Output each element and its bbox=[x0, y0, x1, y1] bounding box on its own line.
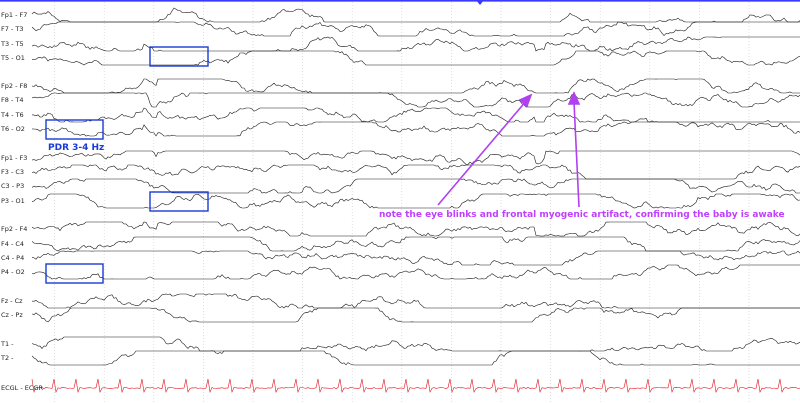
arrow-eye-blink bbox=[437, 99, 528, 206]
channel-label: T5 - O1 bbox=[0, 54, 25, 62]
pdr-box-p4-o2 bbox=[45, 263, 104, 284]
channel-label: T3 - T5 bbox=[0, 40, 24, 48]
channel-label: F4 - C4 bbox=[1, 240, 24, 248]
channel-label: T1 - bbox=[0, 340, 14, 348]
channel-label: T6 - O2 bbox=[0, 125, 25, 133]
channel-label: C3 - P3 bbox=[1, 182, 24, 190]
channel-label: Fp2 - F8 bbox=[1, 82, 27, 90]
arrowhead-myogenic bbox=[567, 91, 581, 105]
pdr-box-t6-o2 bbox=[45, 119, 104, 140]
channel-label: F3 - C3 bbox=[1, 168, 24, 176]
pdr-box-t5-o1 bbox=[149, 46, 209, 67]
arrow-myogenic bbox=[573, 101, 580, 208]
time-grid bbox=[54, 2, 750, 403]
artifact-arrows bbox=[437, 91, 581, 208]
channel-label: ECGL - ECGR bbox=[1, 384, 43, 392]
time-cursor-marker bbox=[476, 0, 484, 5]
artifact-annotation: note the eye blinks and frontal myogenic… bbox=[379, 210, 785, 220]
eeg-trace bbox=[31, 121, 800, 137]
channel-label: Fz - Cz bbox=[1, 297, 23, 305]
eeg-trace bbox=[31, 250, 800, 266]
eeg-trace bbox=[31, 264, 800, 280]
channel-label: T4 - T6 bbox=[0, 111, 24, 119]
channel-label: C4 - P4 bbox=[1, 254, 24, 262]
channel-label: Fp2 - F4 bbox=[1, 225, 27, 233]
channel-label: Cz - Pz bbox=[1, 311, 23, 319]
eeg-trace bbox=[31, 193, 800, 209]
channel-label: P4 - O2 bbox=[1, 268, 25, 276]
eeg-trace bbox=[31, 293, 800, 309]
channel-traces bbox=[31, 7, 800, 394]
pdr-box-p3-o1 bbox=[149, 191, 209, 212]
eeg-trace bbox=[31, 150, 800, 165]
pdr-annotation: PDR 3-4 Hz bbox=[48, 143, 104, 153]
eeg-trace bbox=[31, 21, 800, 37]
channel-label: F7 - T3 bbox=[1, 25, 23, 33]
eeg-trace bbox=[31, 78, 800, 94]
ecg-trace bbox=[31, 378, 800, 394]
channel-label: T2 - bbox=[0, 354, 14, 362]
eeg-trace bbox=[31, 50, 800, 66]
eeg-trace bbox=[31, 7, 800, 23]
eeg-trace bbox=[31, 92, 800, 108]
eeg-trace bbox=[31, 221, 800, 237]
arrowhead-eye-blink bbox=[518, 93, 533, 108]
channel-label: F8 - T4 bbox=[1, 96, 23, 104]
eeg-trace bbox=[31, 36, 800, 52]
eeg-trace bbox=[31, 350, 800, 366]
eeg-trace bbox=[31, 178, 800, 194]
channel-label: P3 - O1 bbox=[1, 197, 25, 205]
eeg-trace bbox=[31, 307, 800, 323]
channel-labels: Fp1 - F7 F7 - T3 T3 - T5 T5 - O1 Fp2 - F… bbox=[0, 11, 43, 392]
channel-label: Fp1 - F7 bbox=[1, 11, 27, 19]
pdr-boxes bbox=[45, 46, 209, 284]
eeg-trace bbox=[31, 336, 800, 352]
channel-label: Fp1 - F3 bbox=[1, 154, 27, 162]
